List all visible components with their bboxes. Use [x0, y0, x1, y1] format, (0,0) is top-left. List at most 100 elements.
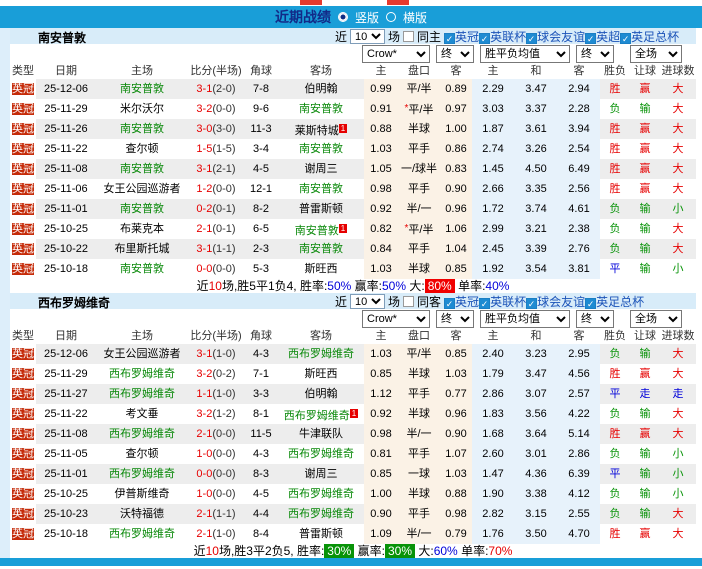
vertical-layout-label[interactable]: 竖版: [354, 10, 379, 25]
away-team[interactable]: 南安普敦: [278, 99, 364, 119]
league-label[interactable]: 英联杯: [490, 295, 527, 309]
league-label[interactable]: 英足总杯: [596, 295, 645, 309]
away-team-name[interactable]: 西布罗姆维奇: [288, 448, 354, 460]
home-team-name[interactable]: 西布罗姆维奇: [109, 528, 175, 540]
league-label[interactable]: 英联杯: [490, 30, 527, 44]
same-venue-checkbox[interactable]: [403, 296, 415, 307]
handicap-line: *平/半: [398, 99, 440, 119]
near-label: 近: [335, 295, 348, 309]
fulltime-score: 3-2: [196, 103, 213, 115]
avg-away-odds: 2.54: [558, 139, 600, 159]
away-team-name[interactable]: 南安普敦: [299, 183, 343, 195]
away-team-name[interactable]: 西布罗姆维奇: [288, 508, 354, 520]
score: 2-1(0-1): [188, 219, 244, 239]
home-team-name[interactable]: 南安普敦: [120, 123, 164, 135]
corner-count: 3-4: [244, 139, 278, 159]
home-team[interactable]: 西布罗姆维奇: [96, 464, 188, 484]
away-team-name[interactable]: 西布罗姆维奇: [288, 488, 354, 500]
scope-select[interactable]: 全场: [630, 45, 682, 63]
home-team-name[interactable]: 南安普敦: [120, 163, 164, 175]
away-team[interactable]: 西布罗姆维奇: [278, 444, 364, 464]
league-type-badge: 英冠: [12, 348, 34, 360]
avg-odds-select[interactable]: 胜平负均值: [480, 310, 570, 328]
home-team[interactable]: 西布罗姆维奇: [96, 364, 188, 384]
away-team-name: 牛津联队: [299, 428, 343, 440]
handicap-text: 半球: [408, 368, 430, 380]
odds-away-water: 1.03: [440, 364, 472, 384]
away-team[interactable]: 西布罗姆维奇: [278, 504, 364, 524]
home-team-name[interactable]: 西布罗姆维奇: [109, 388, 175, 400]
final-odds-select[interactable]: 终: [436, 45, 474, 63]
league-type-badge: 英冠: [12, 103, 34, 115]
home-team[interactable]: 南安普敦: [96, 199, 188, 219]
league-label[interactable]: 英冠: [455, 295, 480, 309]
home-team: 女王公园巡游者: [96, 179, 188, 199]
away-team-name[interactable]: 南安普敦: [299, 143, 343, 155]
odds-source-select[interactable]: Crow*: [362, 310, 430, 328]
away-team[interactable]: 南安普敦: [278, 139, 364, 159]
home-team[interactable]: 西布罗姆维奇: [96, 384, 188, 404]
match-count-select[interactable]: 10: [350, 294, 386, 309]
home-team[interactable]: 南安普敦: [96, 79, 188, 99]
home-team-name[interactable]: 西布罗姆维奇: [109, 468, 175, 480]
league-checkbox[interactable]: ✓: [585, 298, 597, 309]
league-checkbox[interactable]: ✓: [444, 298, 456, 309]
final-odds-select[interactable]: 终: [436, 310, 474, 328]
final-avg-select[interactable]: 终: [576, 45, 614, 63]
league-checkbox[interactable]: ✓: [526, 298, 538, 309]
scope-select[interactable]: 全场: [630, 310, 682, 328]
away-team-name[interactable]: 南安普敦: [299, 103, 343, 115]
away-team[interactable]: 南安普敦: [278, 179, 364, 199]
league-label[interactable]: 球会友谊: [537, 295, 586, 309]
away-team[interactable]: 南安普敦 1: [278, 219, 364, 239]
away-team-name[interactable]: 西布罗姆维奇: [288, 348, 354, 360]
away-team-name[interactable]: 南安普敦: [294, 225, 339, 237]
home-team-name[interactable]: 南安普敦: [120, 83, 164, 95]
away-team-name[interactable]: 西布罗姆维奇: [283, 410, 350, 422]
league-label[interactable]: 英超: [596, 30, 621, 44]
home-team[interactable]: 西布罗姆维奇: [96, 524, 188, 544]
corner-count: 4-5: [244, 159, 278, 179]
home-team-name[interactable]: 南安普敦: [120, 203, 164, 215]
match-row: 英冠 25-11-29 米尔沃尔 3-2(0-0) 9-6 南安普敦 0.91 *平/半 0.9…: [10, 99, 696, 119]
league-checkbox[interactable]: ✓: [585, 33, 597, 44]
away-team[interactable]: 南安普敦: [278, 239, 364, 259]
avg-home-odds: 2.99: [472, 219, 514, 239]
home-team-name[interactable]: 西布罗姆维奇: [109, 428, 175, 440]
league-label[interactable]: 英足总杯: [631, 30, 680, 44]
league-checkbox[interactable]: ✓: [479, 298, 491, 309]
league-checkbox[interactable]: ✓: [444, 33, 456, 44]
team-name: 南安普敦: [38, 31, 87, 45]
home-team-name[interactable]: 西布罗姆维奇: [109, 368, 175, 380]
odds-source-select[interactable]: Crow*: [362, 45, 430, 63]
league-label[interactable]: 球会友谊: [537, 30, 586, 44]
home-team-name[interactable]: 南安普敦: [120, 263, 164, 275]
league-label[interactable]: 英冠: [455, 30, 480, 44]
same-venue-checkbox[interactable]: [403, 31, 415, 42]
league-type-badge: 英冠: [12, 408, 34, 420]
horizontal-layout-label[interactable]: 横版: [403, 10, 428, 25]
league-checkbox[interactable]: ✓: [526, 33, 538, 44]
away-team[interactable]: 西布罗姆维奇 1: [278, 404, 364, 424]
horizontal-layout-radio[interactable]: [386, 12, 396, 22]
away-team[interactable]: 西布罗姆维奇: [278, 344, 364, 364]
header-col-corner: 角球: [250, 65, 272, 77]
home-team[interactable]: 西布罗姆维奇: [96, 424, 188, 444]
match-count-select[interactable]: 10: [350, 29, 386, 44]
final-avg-select[interactable]: 终: [576, 310, 614, 328]
avg-odds-select[interactable]: 胜平负均值: [480, 45, 570, 63]
result-handicap: 赢: [630, 424, 660, 444]
avg-away-odds: 5.14: [558, 424, 600, 444]
away-team[interactable]: 西布罗姆维奇: [278, 484, 364, 504]
league-checkbox[interactable]: ✓: [479, 33, 491, 44]
home-team[interactable]: 南安普敦: [96, 259, 188, 279]
league-checkbox[interactable]: ✓: [620, 33, 632, 44]
corner-count: 12-1: [244, 179, 278, 199]
vertical-layout-radio[interactable]: [337, 12, 348, 22]
home-team[interactable]: 南安普敦: [96, 119, 188, 139]
match-row: 英冠 25-11-06 女王公园巡游者 1-2(0-0) 12-1 南安普敦 0.98 平手 0…: [10, 179, 696, 199]
home-team[interactable]: 南安普敦: [96, 159, 188, 179]
away-team-name[interactable]: 南安普敦: [299, 243, 343, 255]
match-date: 25-10-25: [36, 219, 96, 239]
result-goals: 大: [660, 99, 696, 119]
